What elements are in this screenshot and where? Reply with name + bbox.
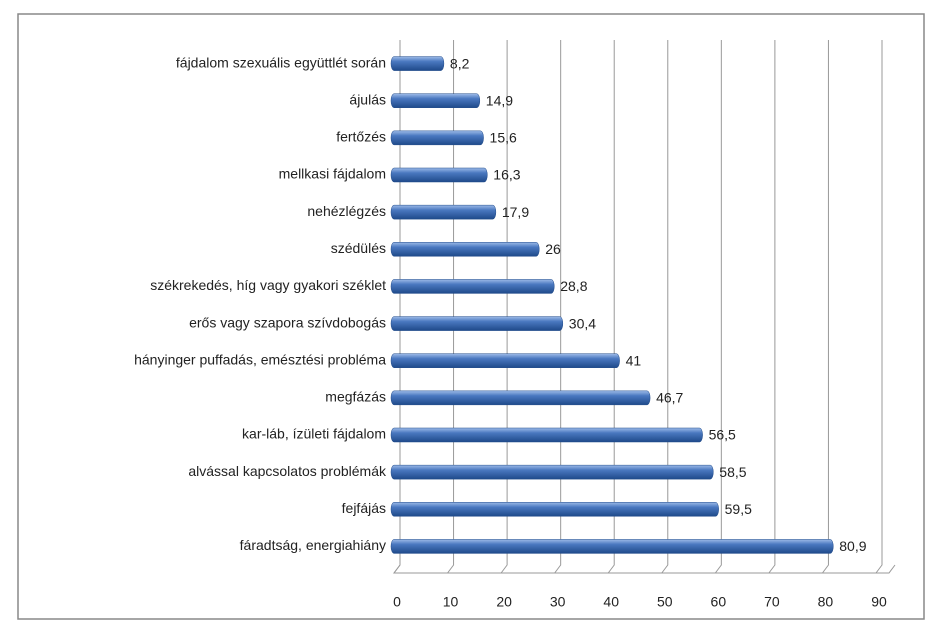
data-label: 14,9 (486, 92, 513, 108)
data-label: 46,7 (656, 390, 683, 406)
x-tick-label: 20 (496, 594, 512, 610)
data-label: 56,5 (709, 427, 736, 443)
data-label: 8,2 (450, 55, 470, 71)
bar (390, 167, 488, 183)
y-tick-label: megfázás (325, 389, 386, 405)
bar (390, 353, 620, 368)
bar (390, 130, 484, 146)
grid-line (554, 40, 562, 574)
data-label: 28,8 (560, 278, 587, 294)
x-tick-label: 30 (550, 594, 566, 610)
frame (17, 13, 925, 620)
y-tick-label: fertőzés (336, 129, 386, 145)
bar (390, 427, 703, 443)
y-tick-label: mellkasi fájdalom (279, 166, 386, 182)
x-tick-label: 0 (393, 594, 401, 610)
bar (390, 242, 540, 257)
data-label: 15,6 (490, 130, 517, 146)
data-label: 17,9 (502, 204, 529, 220)
data-label: 16,3 (493, 167, 520, 183)
data-label: 80,9 (839, 538, 866, 554)
y-tick-label: szédülés (331, 240, 386, 256)
x-tick-label: 90 (871, 594, 887, 610)
x-tick-label: 60 (711, 594, 727, 610)
y-tick-label: fejfájás (342, 500, 386, 516)
data-label: 59,5 (725, 501, 752, 517)
grid-line (607, 40, 615, 574)
x-tick-label: 40 (603, 594, 619, 610)
grid-line (822, 40, 829, 574)
grid-line (714, 40, 722, 574)
data-label: 41 (626, 352, 642, 368)
bar (390, 539, 834, 554)
grid-line (661, 40, 669, 574)
axis-wall (393, 40, 896, 574)
y-tick-label: nehézlégzés (307, 203, 386, 219)
bar (390, 390, 651, 406)
x-tick-label: 10 (443, 594, 459, 610)
data-label: 58,5 (719, 464, 746, 480)
grid-line (875, 40, 883, 574)
y-tick-label: alvással kapcsolatos problémák (188, 463, 387, 479)
y-tick-label: kar-láb, ízületi fájdalom (242, 426, 386, 442)
y-tick-label: fájdalom szexuális együttlét során (176, 54, 386, 70)
y-tick-label: hányinger puffadás, emésztési probléma (134, 351, 386, 367)
y-tick-label: fáradtság, energiahiány (240, 537, 386, 553)
x-tick-label: 80 (818, 594, 834, 610)
bar (390, 204, 497, 220)
data-label: 30,4 (569, 315, 596, 331)
data-label: 26 (545, 241, 561, 257)
bar (390, 56, 445, 71)
grid-line (447, 40, 455, 574)
x-tick-label: 50 (657, 594, 673, 610)
bar (390, 502, 719, 517)
y-tick-label: székrekedés, híg vagy gyakori széklet (150, 277, 386, 293)
x-tick-label: 70 (764, 594, 780, 610)
bar (390, 93, 481, 108)
bar (390, 316, 564, 331)
y-tick-label: erős vagy szapora szívdobogás (189, 314, 386, 330)
grid-line (500, 40, 508, 574)
grid-line (768, 40, 776, 574)
grid-line (393, 40, 401, 574)
y-tick-label: ájulás (349, 91, 386, 107)
bar (390, 279, 555, 294)
bar (390, 464, 714, 480)
